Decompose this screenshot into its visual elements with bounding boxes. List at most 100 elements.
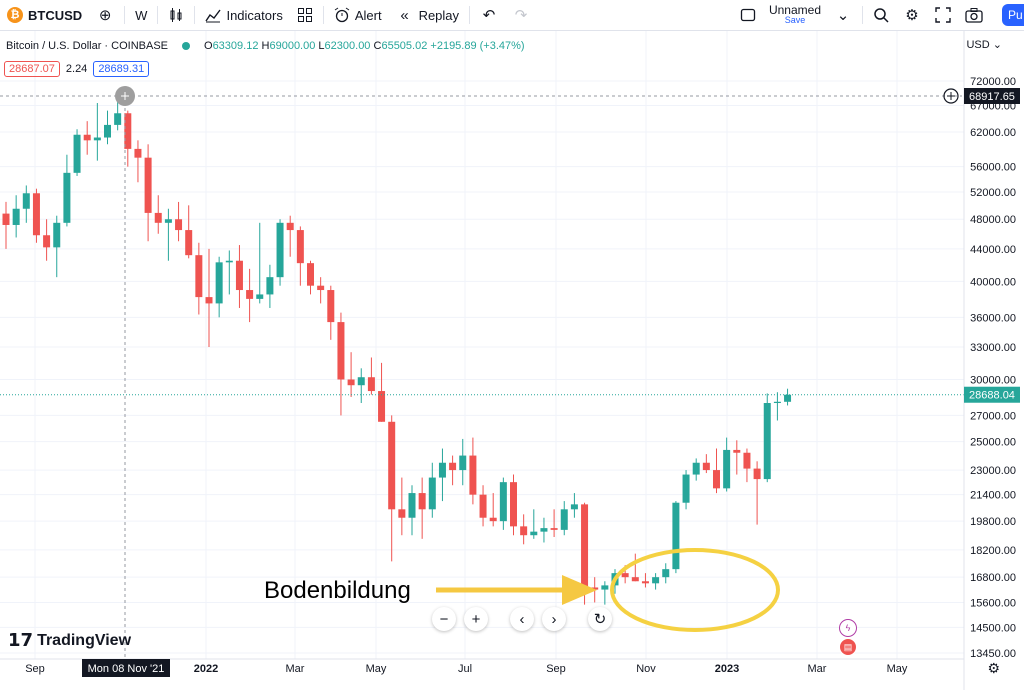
candle <box>134 140 142 183</box>
candle-body <box>388 421 396 510</box>
candle-body <box>195 255 203 298</box>
zoom-out-button[interactable]: − <box>432 607 456 631</box>
candle <box>357 368 365 404</box>
candle-body <box>469 455 477 495</box>
scroll-left-button[interactable]: ‹ <box>510 607 534 631</box>
candle <box>479 485 487 527</box>
candle-body <box>652 577 660 584</box>
sell-button[interactable]: 28687.07 <box>4 61 60 77</box>
candle-body <box>499 482 507 522</box>
time-tick-label: May <box>887 663 908 675</box>
candle <box>307 260 314 295</box>
indicators-button[interactable]: Indicators <box>198 0 289 30</box>
legend-title: Bitcoin / U.S. Dollar · COINBASE <box>6 40 168 52</box>
undo-icon: ↶ <box>482 7 496 24</box>
candle-body <box>733 449 741 453</box>
snapshot-button[interactable] <box>958 0 990 30</box>
rewind-icon: « <box>400 6 409 24</box>
camera-icon <box>965 8 983 23</box>
candle-body <box>520 526 528 536</box>
candle-body <box>347 379 355 386</box>
chevron-right-icon: › <box>551 610 557 628</box>
candle-body <box>317 285 325 291</box>
candle-body <box>114 113 122 125</box>
compare-button[interactable]: ⊕ <box>89 0 121 30</box>
candle-body <box>134 148 142 158</box>
scroll-right-button[interactable]: › <box>542 607 566 631</box>
close-value: 65505.02 <box>381 40 428 52</box>
candle-body <box>104 124 111 138</box>
plus-circle-icon: ⊕ <box>98 7 112 24</box>
undo-button[interactable]: ↶ <box>473 0 505 30</box>
candle <box>753 461 761 525</box>
replay-button[interactable]: « Replay <box>389 0 466 30</box>
layout-name-button[interactable]: Unnamed Save <box>763 4 827 25</box>
candle <box>235 245 243 308</box>
candle <box>2 201 10 249</box>
candle <box>641 573 649 588</box>
candle-body <box>540 528 548 532</box>
layout-toggle[interactable] <box>733 0 763 30</box>
candle <box>215 256 223 318</box>
gear-icon: ⚙ <box>987 660 1000 676</box>
axis-settings-button[interactable]: ⚙ <box>987 660 1000 677</box>
candle-body <box>672 502 680 570</box>
candle <box>428 462 436 518</box>
interval-button[interactable]: W <box>128 0 154 30</box>
candle-body <box>449 462 457 471</box>
symbol-search[interactable]: ₿ BTCUSD <box>0 0 89 30</box>
search-button[interactable] <box>866 0 896 30</box>
candle-body <box>621 573 629 578</box>
candle <box>83 121 91 155</box>
candle-body <box>570 504 578 510</box>
candle <box>459 438 467 486</box>
candle <box>175 201 183 242</box>
time-tick-label: Sep <box>546 663 566 675</box>
candle-body <box>489 517 497 522</box>
tv-logo-icon: 𝟭𝟳 <box>8 630 34 650</box>
price-tick-label: 27000.00 <box>970 410 1016 422</box>
candle <box>682 470 690 510</box>
time-tick-label: 2023 <box>715 663 739 675</box>
candle-body <box>175 219 183 231</box>
chart-type-button[interactable] <box>161 0 191 30</box>
price-chart[interactable]: 72000.0067000.0062000.0056000.0052000.00… <box>0 31 1024 690</box>
candle-body <box>307 263 314 286</box>
zoom-in-button[interactable]: + <box>464 607 488 631</box>
publish-button[interactable]: Pu <box>1002 4 1024 26</box>
price-axis: 72000.0067000.0062000.0056000.0052000.00… <box>970 76 1016 660</box>
candle-body <box>22 193 30 209</box>
events-bubble[interactable]: ϟ <box>839 619 857 637</box>
candle-body <box>682 474 690 503</box>
candle <box>631 553 639 582</box>
redo-button[interactable]: ↷ <box>505 0 537 30</box>
candle-body <box>428 477 436 510</box>
candle-body <box>550 528 558 530</box>
candle-body <box>337 322 345 380</box>
buy-button[interactable]: 28689.31 <box>93 61 150 77</box>
candle-body <box>631 577 639 582</box>
candle <box>296 226 304 286</box>
price-tick-label: 19800.00 <box>970 516 1016 528</box>
currency-selector[interactable]: USD ⌄ <box>966 39 1002 51</box>
candle <box>662 563 670 584</box>
candle-body <box>225 260 233 263</box>
settings-button[interactable]: ⚙ <box>896 0 928 30</box>
search-icon <box>874 8 889 23</box>
indicators-icon <box>205 9 222 23</box>
alert-button[interactable]: Alert <box>327 0 389 30</box>
candle-body <box>83 134 91 141</box>
reset-chart-button[interactable]: ↻ <box>588 607 612 631</box>
alarm-clock-icon <box>334 7 350 23</box>
divider <box>157 6 159 24</box>
candle <box>164 208 172 261</box>
fullscreen-button[interactable] <box>928 0 958 30</box>
candle-body <box>154 212 162 223</box>
candle-series <box>2 95 792 605</box>
candle-body <box>2 213 10 225</box>
candle <box>672 501 680 574</box>
templates-button[interactable] <box>290 0 320 30</box>
price-tick-label: 15600.00 <box>970 597 1016 609</box>
economic-event-bubble[interactable]: ▤ <box>839 638 857 656</box>
layout-menu-button[interactable]: ⌄ <box>827 0 859 30</box>
